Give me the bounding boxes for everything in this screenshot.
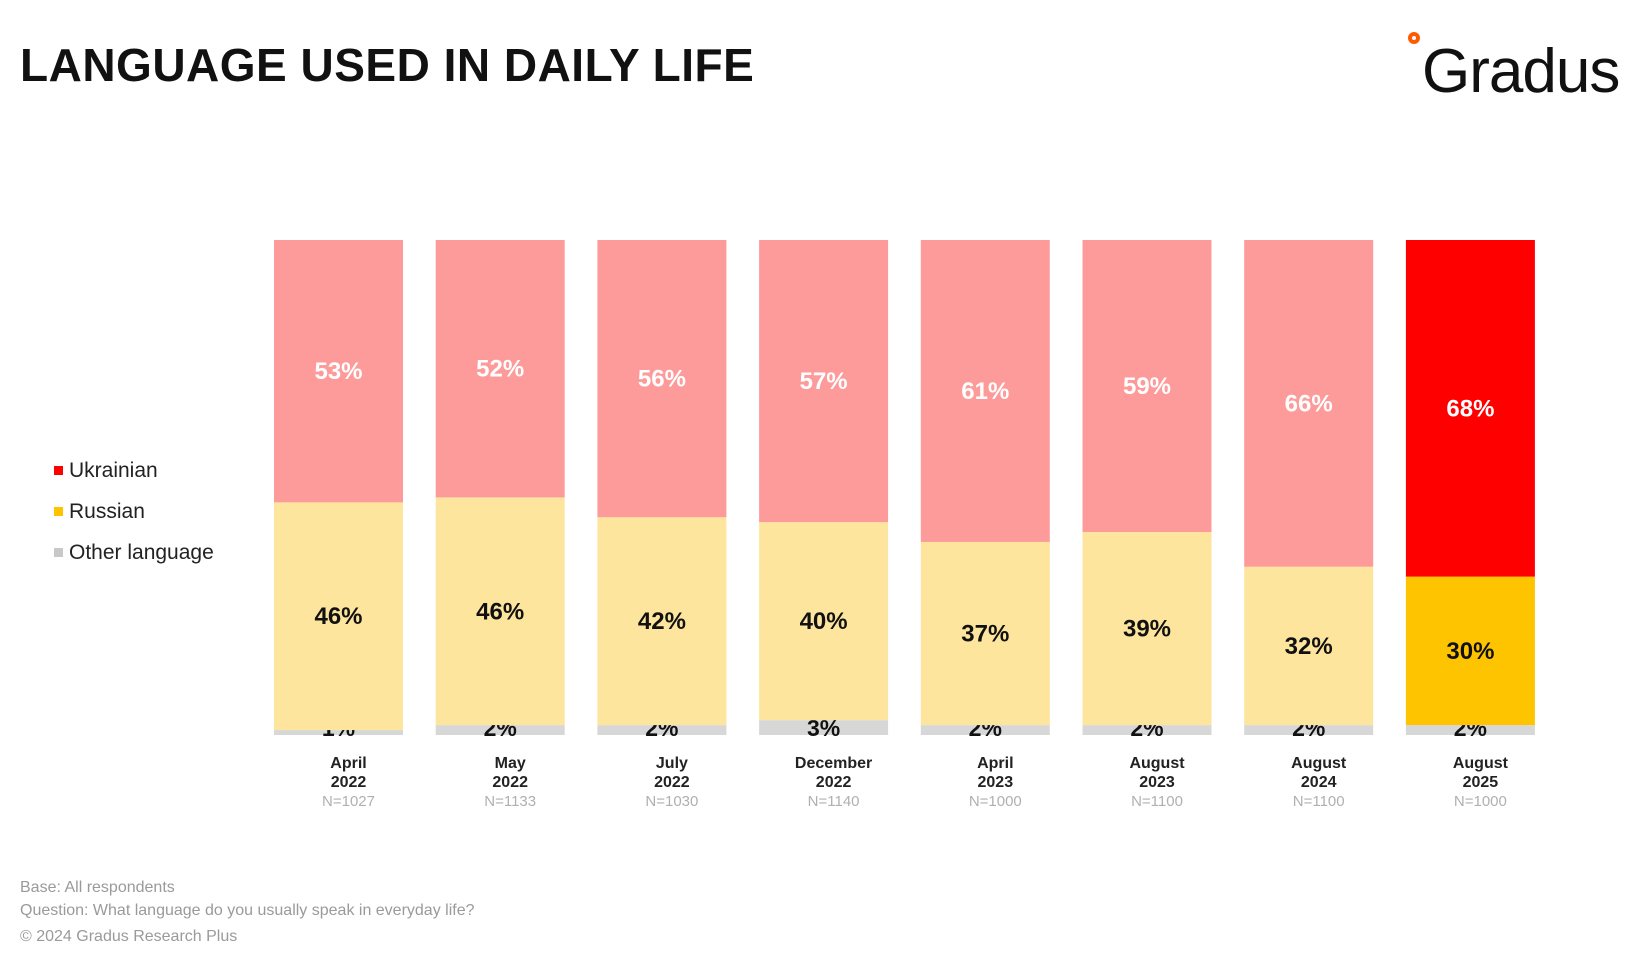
legend-swatch-russian	[54, 507, 63, 516]
x-tick-year-5: 2023	[978, 774, 1014, 791]
bar-label-ukrainian-2: 52%	[476, 356, 524, 383]
footer-question: Question: What language do you usually s…	[20, 902, 475, 919]
x-tick-month-5: April	[977, 755, 1013, 772]
x-tick-sample-1: N=1027	[322, 793, 375, 810]
bar-label-ukrainian-1: 53%	[314, 358, 362, 385]
bar-label-ukrainian-8: 68%	[1446, 395, 1494, 422]
bar-other-1	[274, 730, 403, 735]
legend-swatch-other	[54, 548, 63, 557]
gradus-logo: Gradus	[1408, 30, 1638, 106]
stacked-bar-chart: 1%46%53%April2022N=10272%46%52%May2022N=…	[274, 240, 1535, 810]
x-tick-year-3: 2022	[654, 774, 690, 791]
page-title: LANGUAGE USED IN DAILY LIFE	[20, 39, 755, 91]
bar-ukrainian-2	[435, 240, 565, 498]
x-tick-month-1: April	[330, 755, 366, 772]
bar-label-russian-8: 30%	[1446, 638, 1494, 665]
x-tick-year-4: 2022	[816, 774, 852, 791]
x-tick-sample-4: N=1140	[808, 793, 860, 810]
bar-russian-8	[1405, 576, 1535, 726]
x-tick-year-1: 2022	[331, 774, 367, 791]
x-tick-year-7: 2024	[1301, 774, 1337, 791]
bar-other-8	[1405, 725, 1535, 735]
legend-label-russian: Russian	[69, 499, 145, 523]
legend-label-other: Other language	[69, 540, 214, 564]
bar-label-russian-6: 39%	[1123, 616, 1171, 643]
x-tick-year-8: 2025	[1463, 774, 1499, 791]
bar-label-russian-4: 40%	[800, 608, 848, 635]
bar-ukrainian-3	[597, 240, 727, 518]
chart-footer: Base: All respondents Question: What lan…	[20, 876, 475, 948]
x-tick-sample-5: N=1000	[969, 793, 1022, 810]
x-tick-month-6: August	[1129, 755, 1185, 772]
x-tick-month-4: December	[795, 755, 872, 772]
bar-ukrainian-4	[759, 240, 889, 523]
bar-label-russian-7: 32%	[1285, 633, 1333, 660]
bar-other-6	[1082, 725, 1212, 735]
legend-label-ukrainian: Ukrainian	[69, 458, 158, 482]
logo-text: Gradus	[1422, 37, 1620, 106]
bar-label-ukrainian-5: 61%	[961, 378, 1009, 405]
bar-russian-3	[597, 517, 727, 726]
bar-label-russian-2: 46%	[476, 598, 524, 625]
bar-label-russian-1: 46%	[314, 603, 362, 630]
legend-swatch-ukrainian	[54, 466, 63, 475]
bar-ukrainian-8	[1405, 240, 1535, 577]
bar-label-ukrainian-6: 59%	[1123, 373, 1171, 400]
legend-item-ukrainian: Ukrainian	[54, 450, 214, 491]
bar-label-ukrainian-7: 66%	[1285, 390, 1333, 417]
bar-russian-5	[920, 541, 1050, 726]
bar-russian-6	[1082, 532, 1212, 726]
x-tick-sample-2: N=1133	[484, 793, 536, 810]
bar-russian-1	[274, 502, 403, 731]
bar-other-7	[1244, 725, 1374, 735]
bar-ukrainian-7	[1244, 240, 1374, 567]
bar-russian-7	[1244, 566, 1374, 726]
x-tick-month-7: August	[1291, 755, 1347, 772]
bar-other-2	[435, 725, 565, 735]
x-tick-sample-7: N=1100	[1293, 793, 1345, 810]
bar-label-russian-3: 42%	[638, 608, 686, 635]
legend-item-other: Other language	[54, 532, 214, 573]
bar-other-4	[759, 720, 889, 735]
bar-label-ukrainian-3: 56%	[638, 366, 686, 393]
x-tick-year-2: 2022	[492, 774, 528, 791]
x-tick-sample-8: N=1000	[1454, 793, 1507, 810]
bar-ukrainian-1	[274, 240, 403, 503]
x-tick-sample-6: N=1100	[1131, 793, 1183, 810]
x-tick-month-2: May	[495, 755, 526, 772]
chart-legend: Ukrainian Russian Other language	[54, 450, 214, 573]
bar-other-5	[920, 725, 1050, 735]
footer-base: Base: All respondents	[20, 879, 175, 896]
bar-ukrainian-5	[920, 240, 1050, 542]
bar-label-ukrainian-4: 57%	[800, 368, 848, 395]
bar-label-russian-5: 37%	[961, 621, 1009, 648]
x-tick-month-3: July	[656, 755, 688, 772]
legend-item-russian: Russian	[54, 491, 214, 532]
x-tick-month-8: August	[1453, 755, 1509, 772]
bar-ukrainian-6	[1082, 240, 1212, 533]
x-tick-year-6: 2023	[1139, 774, 1175, 791]
footer-copyright: © 2024 Gradus Research Plus	[20, 928, 238, 945]
bar-russian-2	[435, 497, 565, 726]
logo-ring-icon	[1408, 32, 1420, 44]
x-tick-sample-3: N=1030	[645, 793, 698, 810]
bar-russian-4	[759, 522, 889, 721]
bar-other-3	[597, 725, 727, 735]
